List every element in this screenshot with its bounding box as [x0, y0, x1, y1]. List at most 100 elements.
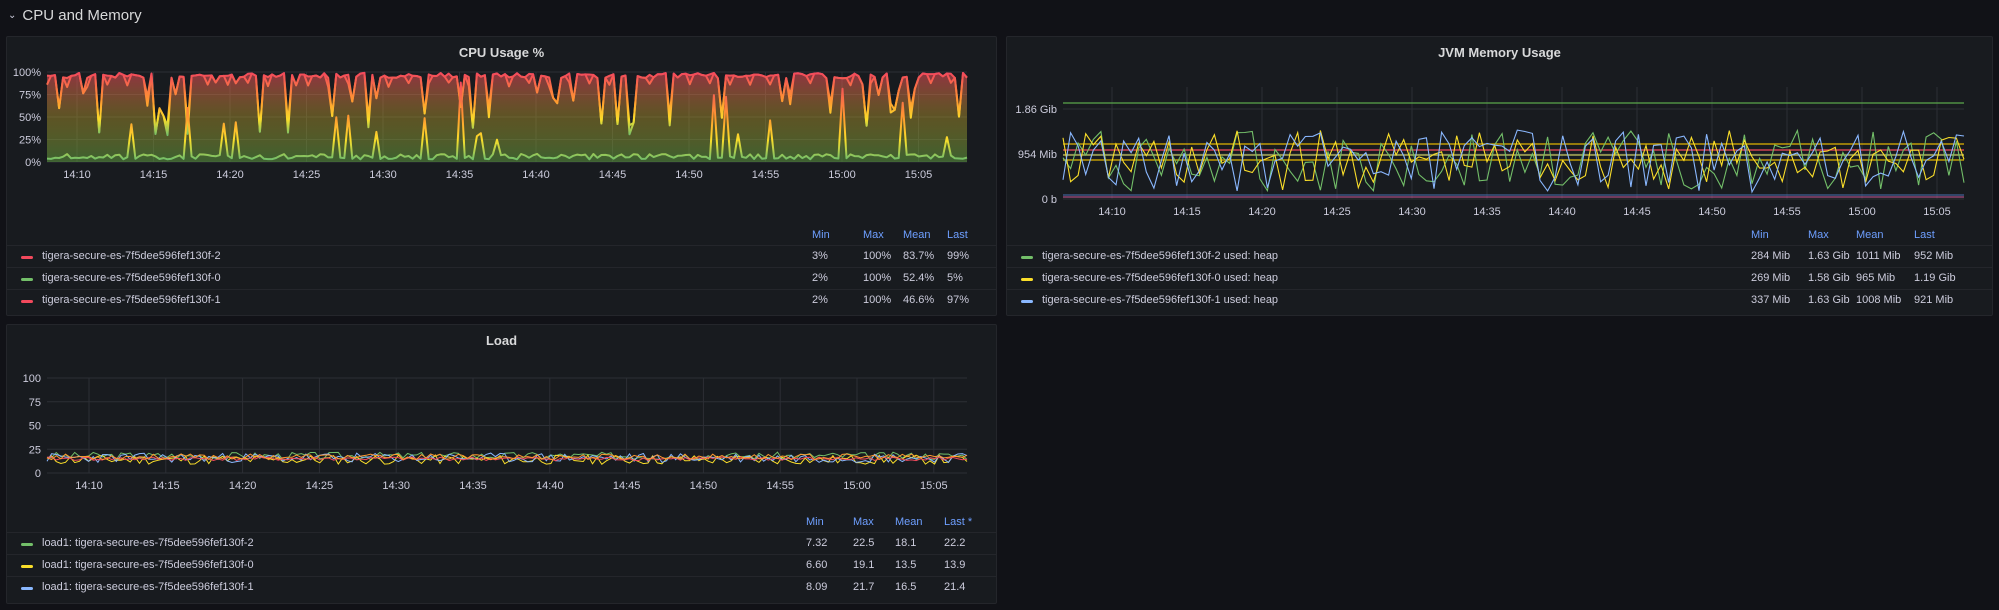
x-tick-label: 14:50: [1698, 206, 1726, 218]
legend-header-mean[interactable]: Mean: [903, 229, 931, 241]
series-color-swatch[interactable]: [21, 278, 33, 281]
legend-row[interactable]: tigera-secure-es-7f5dee596fef130f-2 3% 100…: [7, 245, 996, 267]
y-tick-label: 0%: [25, 157, 41, 169]
panel-load[interactable]: Load 100 75 50 25 0 14:10 14:15 14:20 14:25 14:30…: [6, 324, 997, 604]
legend-row[interactable]: tigera-secure-es-7f5dee596fef130f-1 2% 100…: [7, 289, 996, 311]
panel-title[interactable]: CPU Usage %: [458, 45, 545, 60]
legend-row[interactable]: load1: tigera-secure-es-7f5dee596fef130f…: [7, 532, 996, 554]
series-color-swatch[interactable]: [1021, 300, 1033, 303]
series-name[interactable]: tigera-secure-es-7f5dee596fef130f-1: [42, 294, 221, 306]
legend-header-min[interactable]: Min: [806, 516, 824, 528]
legend-header-max[interactable]: Max: [1808, 229, 1829, 241]
cpu-usage-chart[interactable]: 100% 75% 50% 25% 0% 14:10 14:15 14:20 14:25 14:30…: [7, 37, 998, 237]
series-line-load-4[interactable]: [46, 453, 968, 461]
y-tick-label: 100: [23, 373, 41, 385]
legend-value-mean: 83.7%: [903, 250, 935, 262]
panel-title[interactable]: JVM Memory Usage: [1438, 45, 1561, 60]
x-tick-label: 14:50: [690, 480, 718, 492]
x-tick-label: 14:25: [1323, 206, 1351, 218]
legend-value-mean: 1011 Mib: [1856, 250, 1901, 262]
legend-value-min: 269 Mib: [1751, 272, 1791, 284]
legend-header-min[interactable]: Min: [1751, 229, 1769, 241]
legend-row[interactable]: load1: tigera-secure-es-7f5dee596fef130f…: [7, 554, 996, 576]
series-color-swatch[interactable]: [21, 300, 33, 303]
x-tick-label: 14:50: [675, 169, 703, 181]
panel-cpu-usage[interactable]: CPU Usage % 100% 75% 50% 25% 0% 14:10 14:15 14:…: [6, 36, 997, 316]
series-name[interactable]: load1: tigera-secure-es-7f5dee596fef130f…: [42, 559, 254, 571]
series-line-es-0[interactable]: [46, 81, 968, 161]
legend-header-mean[interactable]: Mean: [895, 516, 923, 528]
legend-value-max: 1.63 Gib: [1808, 250, 1850, 262]
series-name[interactable]: load1: tigera-secure-es-7f5dee596fef130f…: [42, 581, 254, 593]
legend-header: Min Max Mean Last: [7, 229, 996, 245]
series-name[interactable]: tigera-secure-es-7f5dee596fef130f-2: [42, 250, 221, 262]
x-tick-label: 14:25: [306, 480, 334, 492]
legend-header-mean[interactable]: Mean: [1856, 229, 1884, 241]
series-color-swatch[interactable]: [1021, 256, 1033, 259]
legend-row[interactable]: tigera-secure-es-7f5dee596fef130f-0 2% 100…: [7, 267, 996, 289]
x-tick-label: 14:30: [1398, 206, 1426, 218]
x-tick-label: 14:30: [369, 169, 397, 181]
legend-header-last[interactable]: Last *: [944, 516, 973, 528]
series-name[interactable]: tigera-secure-es-7f5dee596fef130f-0 used…: [1042, 272, 1279, 284]
legend-value-min: 6.60: [806, 559, 828, 571]
jvm-memory-chart[interactable]: 1.86 Gib 954 Mib 0 b 14:10 14:15 14:20 14:25 14…: [1007, 37, 1994, 237]
x-tick-label: 14:35: [446, 169, 474, 181]
series-name[interactable]: tigera-secure-es-7f5dee596fef130f-1 used…: [1042, 294, 1279, 306]
legend-row[interactable]: tigera-secure-es-7f5dee596fef130f-1 used…: [1007, 289, 1992, 311]
series-line-es-1[interactable]: [46, 71, 968, 137]
legend-value-mean: 46.6%: [903, 294, 935, 306]
legend-header: Min Max Mean Last *: [7, 516, 996, 532]
legend-value-last: 952 Mib: [1914, 250, 1954, 262]
legend-header-max[interactable]: Max: [863, 229, 884, 241]
legend-value-min: 8.09: [806, 581, 828, 593]
x-tick-label: 14:20: [229, 480, 257, 492]
series-name[interactable]: tigera-secure-es-7f5dee596fef130f-2 used…: [1042, 250, 1279, 262]
legend-header: Min Max Mean Last: [1007, 229, 1992, 245]
series-line-heap-0[interactable]: [1062, 128, 1965, 193]
legend-row[interactable]: tigera-secure-es-7f5dee596fef130f-0 used…: [1007, 267, 1992, 289]
x-tick-label: 15:05: [905, 169, 933, 181]
y-tick-label: 50: [29, 421, 41, 433]
x-tick-label: 14:45: [613, 480, 641, 492]
legend-value-last: 99%: [947, 250, 970, 262]
legend-header-min[interactable]: Min: [812, 229, 830, 241]
series-name[interactable]: load1: tigera-secure-es-7f5dee596fef130f…: [42, 537, 254, 549]
load-chart[interactable]: 100 75 50 25 0 14:10 14:15 14:20 14:25 14:30 14:35…: [7, 325, 998, 525]
legend-value-last: 97%: [947, 294, 970, 306]
legend-value-mean: 965 Mib: [1856, 272, 1896, 284]
legend-value-mean: 16.5: [895, 581, 917, 593]
series-name[interactable]: tigera-secure-es-7f5dee596fef130f-0: [42, 272, 221, 284]
series-line-load-0[interactable]: [46, 451, 968, 461]
legend-value-max: 22.5: [853, 537, 875, 549]
legend-header-last[interactable]: Last: [1914, 229, 1935, 241]
x-tick-label: 14:20: [216, 169, 244, 181]
chevron-down-icon[interactable]: ⌄: [8, 9, 17, 21]
legend-value-mean: 18.1: [895, 537, 917, 549]
x-tick-label: 14:45: [1623, 206, 1651, 218]
series-line-heap-1[interactable]: [1062, 130, 1965, 191]
legend-value-last: 13.9: [944, 559, 966, 571]
x-tick-label: 14:35: [1473, 206, 1501, 218]
series-line-heap-2[interactable]: [1062, 129, 1965, 194]
series-color-swatch[interactable]: [21, 256, 33, 259]
legend-value-last: 5%: [947, 272, 963, 284]
series-color-swatch[interactable]: [21, 565, 33, 568]
legend-value-mean: 52.4%: [903, 272, 935, 284]
legend-header-last[interactable]: Last: [947, 229, 968, 241]
legend-value-min: 337 Mib: [1751, 294, 1791, 306]
series-color-swatch[interactable]: [21, 587, 33, 590]
x-tick-label: 14:40: [522, 169, 550, 181]
x-tick-label: 15:00: [828, 169, 856, 181]
legend-row[interactable]: load1: tigera-secure-es-7f5dee596fef130f…: [7, 576, 996, 598]
row-header-cpu-memory[interactable]: ⌄ CPU and Memory: [8, 4, 142, 26]
x-tick-label: 15:05: [1923, 206, 1951, 218]
legend-row[interactable]: tigera-secure-es-7f5dee596fef130f-2 used…: [1007, 245, 1992, 267]
legend-header-max[interactable]: Max: [853, 516, 874, 528]
series-color-swatch[interactable]: [21, 543, 33, 546]
series-color-swatch[interactable]: [1021, 278, 1033, 281]
series-line-load-3[interactable]: [46, 456, 968, 462]
legend-value-min: 2%: [812, 272, 828, 284]
panel-title[interactable]: Load: [485, 333, 518, 348]
panel-jvm-memory[interactable]: JVM Memory Usage 1.86 Gib 954 Mib 0 b 14:10…: [1006, 36, 1993, 316]
